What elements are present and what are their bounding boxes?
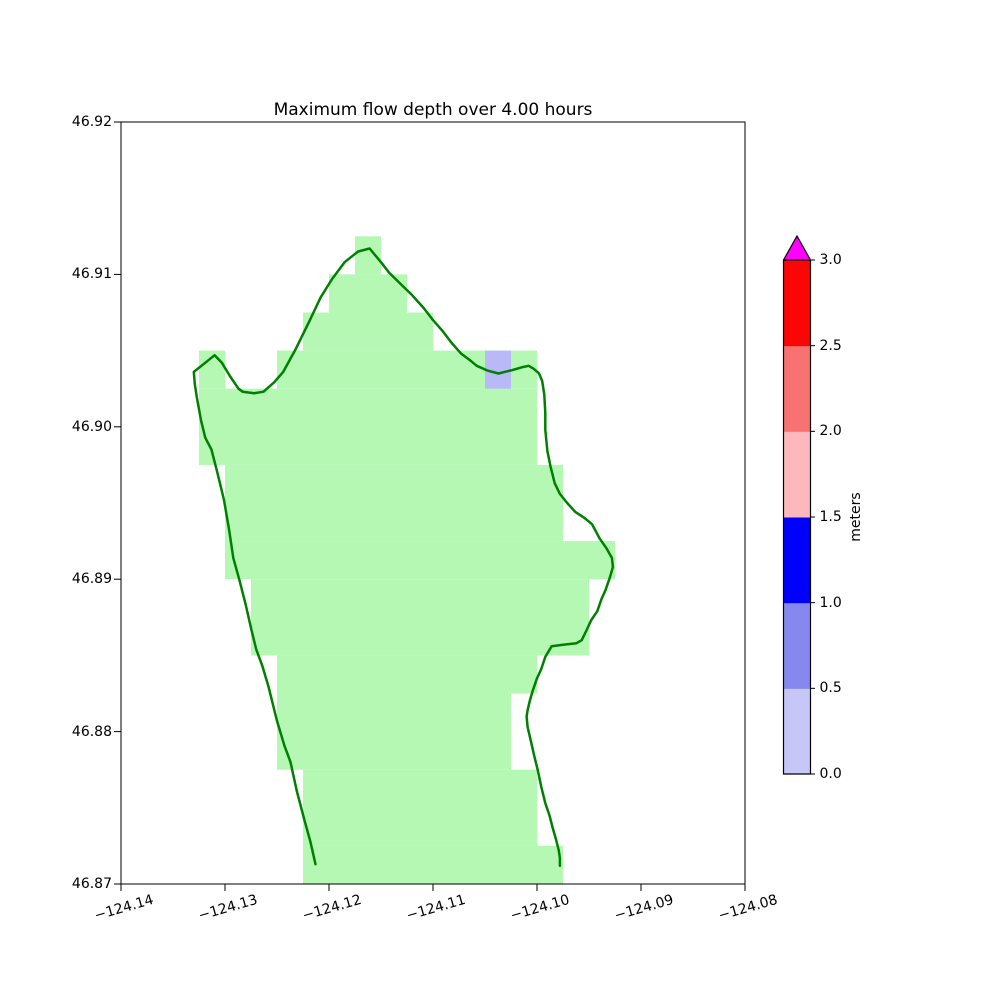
colorbar-segment <box>783 602 811 689</box>
colorbar-tick-label: 1.0 <box>819 594 842 611</box>
y-tick-label: 46.92 <box>71 114 112 130</box>
y-tick-label: 46.90 <box>71 418 112 435</box>
colorbar-outline <box>782 234 812 775</box>
land-strip <box>329 274 407 313</box>
colorbar-segment <box>783 345 811 432</box>
land-strip <box>225 541 615 580</box>
land-strip <box>251 579 589 656</box>
y-tick-label: 46.91 <box>71 266 112 283</box>
colorbar-tick-label: 2.0 <box>819 423 842 440</box>
land-strip <box>277 655 537 694</box>
coastline-path <box>192 247 615 867</box>
land-strip <box>303 845 563 884</box>
y-tick-label: 46.89 <box>71 571 112 588</box>
colorbar-tick-label: 0.0 <box>819 766 842 782</box>
colorbar-tick-label: 1.5 <box>819 509 842 525</box>
land-strip <box>199 388 537 465</box>
colorbar-segment <box>783 517 811 604</box>
plot-title: Maximum flow depth over 4.00 hours <box>273 100 593 120</box>
colorbar-tick-label: 3.0 <box>819 252 842 268</box>
land-strip <box>355 236 381 275</box>
colorbar-segment <box>783 431 811 518</box>
land-strip <box>277 693 511 770</box>
land-strip <box>225 464 563 542</box>
colorbar-over-arrow <box>783 236 811 260</box>
colorbar-tick-label: 0.5 <box>819 680 842 697</box>
colorbar-segment <box>783 688 811 775</box>
y-tick-label: 46.88 <box>71 723 112 740</box>
flood-depth-cell <box>485 350 511 389</box>
colorbar-segment <box>783 260 811 347</box>
land-strip <box>303 312 433 351</box>
land-strip <box>303 769 537 846</box>
colorbar-tick-label: 2.5 <box>819 337 842 354</box>
y-tick-label: 46.87 <box>71 876 112 892</box>
